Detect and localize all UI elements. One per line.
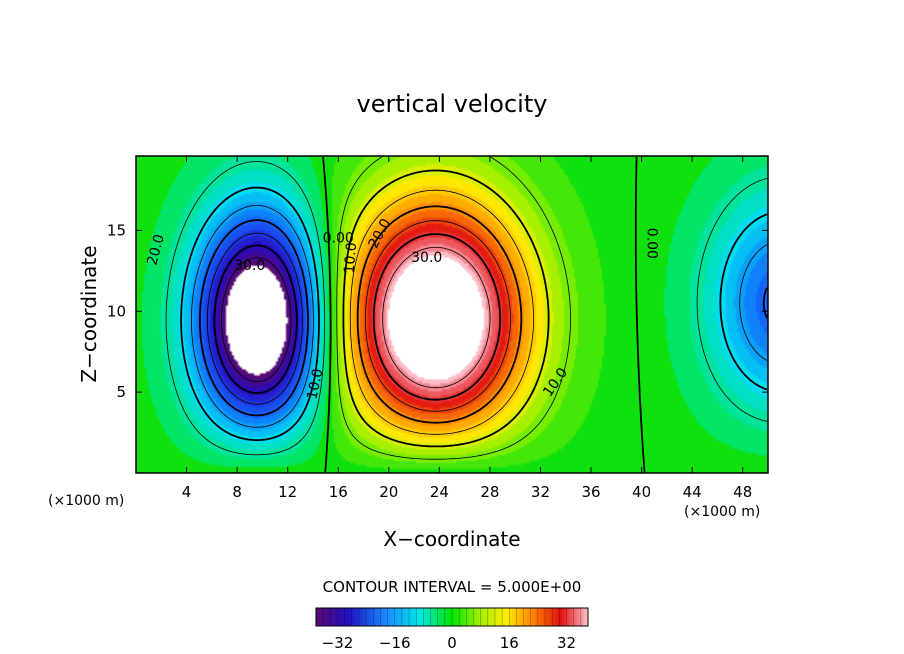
contour-label: 20.0 (144, 233, 168, 267)
contour-line-pos15 (349, 189, 534, 435)
contour-line-pos0 (322, 156, 646, 473)
chart-title: vertical velocity (357, 90, 548, 118)
x-tick-label: 12 (278, 483, 297, 501)
contour-line-pos25 (365, 220, 511, 412)
contour-lines (165, 156, 768, 473)
x-unit-left: (×1000 m) (48, 493, 124, 509)
x-axis-label: X−coordinate (383, 527, 520, 551)
y-tick-label: 10 (107, 302, 126, 320)
velocity-field-image (136, 156, 768, 473)
y-axis-ticks: 5 10 15 (107, 221, 768, 401)
colorbar-frame (315, 607, 589, 627)
x-tick-label: 36 (581, 483, 600, 501)
contour-label: 30.0 (411, 250, 442, 266)
y-tick-label: 5 (116, 383, 126, 401)
contour-line-neg25 (207, 232, 303, 405)
x-tick-label: 32 (531, 483, 550, 501)
x-tick-label: 40 (632, 483, 651, 501)
y-axis-label: Z−coordinate (77, 245, 101, 382)
contour-line-pos35 (382, 247, 491, 389)
contour-label: 30.0 (234, 258, 265, 274)
colorbar-tick-label: 32 (557, 634, 576, 652)
contour-line-neg30 (213, 244, 298, 394)
contour-line-pos5 (336, 156, 571, 460)
x-tick-label: 16 (329, 483, 348, 501)
colorbar-steps (315, 608, 589, 626)
contour-line-neg15 (191, 205, 768, 428)
colorbar-tick-label: −32 (322, 634, 354, 652)
colorbar-tick-label: 0 (447, 634, 457, 652)
contour-line-pos10 (342, 169, 550, 448)
contour-label: 0.00 (323, 230, 354, 246)
x-tick-label: 8 (232, 483, 242, 501)
x-tick-label: 4 (182, 483, 192, 501)
colorbar-ticks: −32 −16 0 16 32 (322, 634, 576, 652)
x-tick-label: 48 (733, 483, 752, 501)
x-axis-ticks: 4 8 12 16 20 24 28 32 36 40 44 48 (182, 156, 752, 501)
colorbar: −32 −16 0 16 32 (315, 607, 589, 652)
contour-interval-text: CONTOUR INTERVAL = 5.000E+00 (323, 578, 582, 596)
x-tick-label: 44 (683, 483, 702, 501)
contour-line-neg5 (165, 161, 768, 456)
x-tick-label: 20 (379, 483, 398, 501)
contour-line-neg10 (180, 186, 768, 441)
colorbar-tick-label: 16 (500, 634, 519, 652)
contour-line-pos30 (372, 233, 502, 401)
contour-line-neg20 (199, 219, 768, 417)
plot-frame (135, 155, 769, 474)
contour-label: 0.00 (644, 228, 660, 259)
x-tick-label: 24 (430, 483, 449, 501)
contour-line-neg35 (221, 257, 292, 383)
contour-line-pos20 (356, 205, 523, 424)
y-tick-label: 15 (107, 221, 126, 239)
colorbar-tick-label: −16 (379, 634, 411, 652)
contour-label: 10.0 (342, 242, 361, 274)
contour-label: 10.0 (304, 367, 326, 401)
x-unit-right: (×1000 m) (684, 504, 760, 520)
x-tick-label: 28 (480, 483, 499, 501)
